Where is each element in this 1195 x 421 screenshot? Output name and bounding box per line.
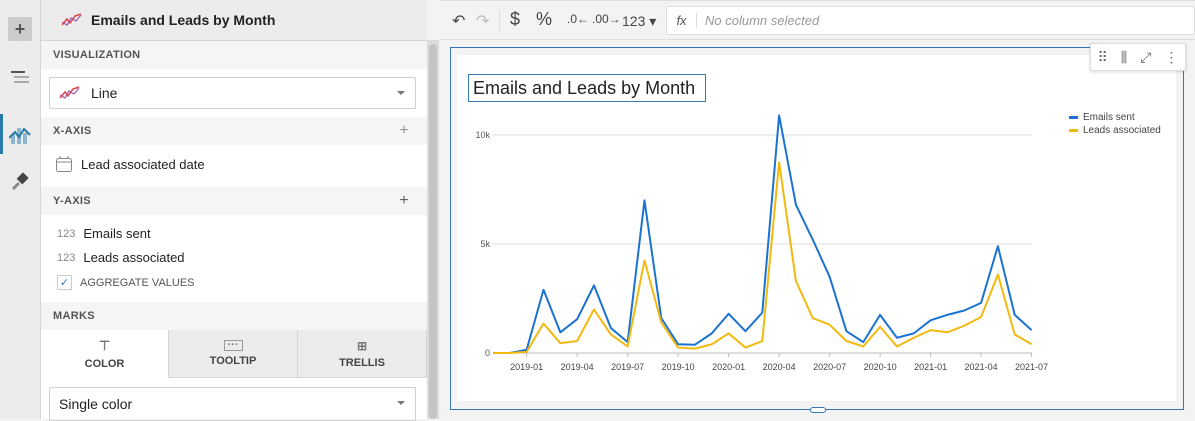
drag-handle-icon[interactable]: ⠿	[1097, 48, 1108, 65]
y-field-name: Emails sent	[83, 226, 151, 241]
chart-area	[457, 55, 1176, 401]
marks-section: MARKS	[41, 302, 427, 330]
active-indicator	[0, 114, 3, 154]
tab-trellis[interactable]: ⊞ TRELLIS	[298, 330, 427, 378]
visualization-icon[interactable]	[8, 122, 32, 146]
currency-icon[interactable]: $	[510, 9, 521, 29]
series-line-emails-sent	[493, 114, 1033, 354]
visualization-section: VISUALIZATION	[41, 41, 427, 69]
number-type-icon: 123	[57, 227, 76, 240]
outline-icon[interactable]	[8, 65, 32, 89]
add-x-axis-icon[interactable]: +	[399, 122, 409, 139]
format-brush-icon[interactable]	[8, 170, 32, 194]
x-tick-label: 2019-10	[662, 362, 695, 372]
color-mode-value: Single color	[59, 396, 133, 412]
y-axis-label: Y-AXIS	[53, 195, 91, 207]
percent-icon[interactable]: %	[536, 9, 553, 29]
tab-label: TRELLIS	[339, 356, 385, 369]
more-menu-icon[interactable]: ⋮	[1164, 48, 1179, 65]
x-tick-label: 2020-10	[864, 362, 897, 372]
tab-tooltip[interactable]: ··· TOOLTIP	[169, 330, 298, 378]
number-format-label: 123	[622, 13, 646, 29]
y-axis-field[interactable]: 123 Leads associated	[57, 250, 185, 265]
chart-title-input[interactable]: Emails and Leads by Month	[468, 74, 706, 102]
increase-decimals-icon[interactable]: .00→	[592, 12, 621, 26]
legend-item[interactable]: Emails sent	[1069, 112, 1135, 123]
x-tick-label: 2020-04	[763, 362, 796, 372]
line-chart-icon	[61, 13, 82, 26]
series-line-leads-associated	[493, 161, 1033, 354]
legend-swatch	[1069, 129, 1078, 132]
decrease-decimals-icon[interactable]: .0←	[567, 12, 590, 26]
checkbox-checked-icon[interactable]: ✓	[57, 275, 72, 290]
panel-title: Emails and Leads by Month	[91, 12, 276, 28]
viz-type-value: Line	[91, 85, 118, 101]
paint-roller-icon: ⊤	[98, 338, 111, 353]
x-tick-label: 2019-01	[510, 362, 543, 372]
chevron-down-icon	[397, 401, 405, 405]
y-tick-label: 10k	[475, 130, 490, 140]
add-chart-icon[interactable]: ⫼	[1120, 48, 1128, 65]
x-axis-field[interactable]: Lead associated date	[55, 155, 205, 173]
y-field-name: Leads associated	[83, 250, 185, 265]
legend-item[interactable]: Leads associated	[1069, 125, 1161, 136]
y-tick-label: 0	[485, 348, 490, 358]
x-tick-label: 2020-07	[813, 362, 846, 372]
tooltip-icon: ···	[223, 340, 243, 351]
trellis-grid-icon: ⊞	[356, 338, 368, 353]
tab-label: TOOLTIP	[209, 355, 257, 367]
x-axis-field-name: Lead associated date	[81, 156, 205, 172]
x-tick-label: 2021-04	[965, 362, 998, 372]
calendar-icon	[56, 156, 72, 172]
x-axis-label: X-AXIS	[53, 125, 92, 137]
add-y-axis-icon[interactable]: +	[399, 192, 409, 209]
y-axis-section: Y-AXIS +	[41, 187, 427, 215]
x-tick-label: 2019-07	[611, 362, 644, 372]
viz-type-dropdown[interactable]: Line	[49, 77, 416, 109]
number-type-icon: 123	[57, 251, 76, 264]
formula-placeholder: No column selected	[705, 13, 820, 28]
panel-scrollbar[interactable]	[427, 40, 439, 419]
x-tick-label: 2020-01	[712, 362, 745, 372]
x-axis-section: X-AXIS +	[41, 117, 427, 145]
add-icon[interactable]: +	[8, 17, 32, 41]
expand-icon[interactable]: ⤢	[1140, 48, 1152, 65]
x-tick-label: 2021-01	[914, 362, 947, 372]
fx-icon: fx	[667, 13, 697, 28]
y-tick-label: 5k	[480, 239, 490, 249]
tab-label: COLOR	[84, 358, 125, 370]
left-rail: +	[0, 0, 41, 419]
editor-panel: Emails and Leads by Month VISUALIZATION …	[41, 0, 427, 421]
panel-header: Emails and Leads by Month	[41, 0, 427, 41]
chart-toolbar: ⠿ ⫼ ⤢ ⋮	[1090, 43, 1186, 71]
aggregate-label: AGGREGATE VALUES	[80, 276, 195, 289]
legend-label: Leads associated	[1083, 125, 1161, 136]
aggregate-values-checkbox[interactable]: ✓ AGGREGATE VALUES	[57, 275, 195, 290]
line-chart-icon	[59, 86, 80, 99]
number-format-dropdown[interactable]: 123 ▾	[622, 13, 657, 29]
formula-bar[interactable]: fx No column selected	[666, 6, 1195, 35]
redo-icon[interactable]: ↷	[476, 13, 490, 30]
x-tick-label: 2021-07	[1015, 362, 1048, 372]
chevron-down-icon	[397, 91, 405, 95]
tab-color[interactable]: ⊤ COLOR	[41, 330, 169, 378]
undo-icon[interactable]: ↶	[452, 13, 466, 30]
y-axis-field[interactable]: 123 Emails sent	[57, 226, 151, 241]
legend-swatch	[1069, 116, 1078, 119]
legend-label: Emails sent	[1083, 112, 1135, 123]
resize-handle[interactable]	[810, 407, 826, 413]
x-tick-label: 2019-04	[561, 362, 594, 372]
chart-title: Emails and Leads by Month	[473, 77, 696, 98]
